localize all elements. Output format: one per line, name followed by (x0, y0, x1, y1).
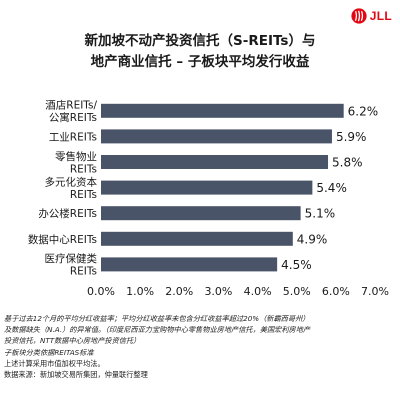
x-tick-label: 1.0% (126, 285, 154, 298)
x-tick-label: 7.0% (361, 285, 389, 298)
x-tick-label: 4.0% (244, 285, 272, 298)
category-label: REITs (70, 266, 97, 278)
chart-title-line-1: 新加坡不动产投资信托（S-REITs）与 (84, 33, 316, 49)
footnote-line-5: 上述计算采用市值加权平均法。 (4, 358, 105, 368)
x-tick-label: 3.0% (204, 285, 232, 298)
chart-title: 新加坡不动产投资信托（S-REITs）与 地产商业信托 – 子板块平均发行收益 (0, 31, 400, 73)
footnote-line-2: 及数据缺失（N.A.）的异常值。（印度尼西亚力宝购物中心零售物业房地产信托，美国… (4, 325, 311, 335)
footnote-line-6: 数据来源：新加坡交易所集团，仲量联行整理 (4, 370, 148, 380)
footnotes: 基于过去12个月的平均分红收益率；平均分红收益率未包含分红收益率超过20%（新霸… (4, 313, 398, 380)
brand-name: JLL (369, 9, 392, 23)
bar-value-label: 6.2% (348, 104, 379, 118)
category-label: 酒店REITs/ (45, 99, 97, 112)
bar-value-label: 5.1% (305, 207, 336, 221)
footnote-line-1: 基于过去12个月的平均分红收益率；平均分红收益率未包含分红收益率超过20%（新霸… (4, 314, 310, 323)
bar (101, 155, 329, 169)
category-label: 公寓REITs (49, 111, 97, 124)
bar (101, 129, 332, 144)
x-tick-label: 2.0% (165, 285, 193, 298)
bar (101, 231, 293, 246)
bar-value-label: 4.9% (297, 232, 328, 246)
bar (101, 206, 301, 221)
category-label: 多元化资本 (45, 175, 98, 188)
x-tick-label: 5.0% (283, 285, 311, 298)
category-label: 零售物业 (55, 150, 97, 163)
bar-value-label: 5.9% (336, 130, 367, 144)
x-tick-label: 0.0% (87, 285, 115, 298)
category-label: 工业REITs (49, 131, 97, 143)
bar-value-label: 4.5% (281, 258, 312, 272)
chart-title-line-2: 地产商业信托 – 子板块平均发行收益 (90, 54, 310, 70)
bar (101, 180, 313, 195)
bar-chart: 6.2%酒店REITs/公寓REITs5.9%工业REITs5.8%零售物业RE… (28, 99, 389, 299)
footnote-line-3: 投资信托，NTT数据中心房地产投资信托） (4, 336, 141, 346)
category-label: 数据中心REITs (28, 233, 97, 246)
x-tick-label: 6.0% (322, 285, 350, 298)
bar-value-label: 5.8% (332, 156, 363, 170)
category-label: REITs (70, 163, 97, 175)
bar-value-label: 5.4% (316, 181, 347, 195)
jll-logo-icon (351, 8, 367, 24)
brand-logo: JLL (351, 8, 392, 24)
category-label: REITs (70, 189, 97, 201)
bar (101, 103, 344, 118)
category-label: 医疗保健类 (45, 252, 98, 265)
bar (101, 257, 278, 272)
footnote-line-4: 子板块分类依据REITAS标准 (4, 347, 94, 357)
category-label: 办公楼REITs (38, 207, 97, 220)
